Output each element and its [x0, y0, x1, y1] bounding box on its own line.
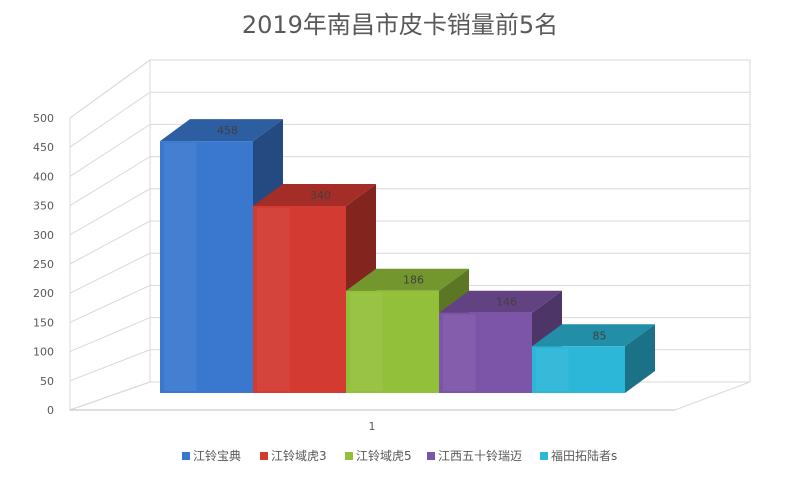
y-tick-label: 150 — [33, 316, 54, 329]
legend: 江铃宝典 江铃域虎3 江铃域虎5 江西五十铃瑞迈 福田拓陆者s — [182, 448, 617, 463]
legend-item: 江铃域虎5 — [345, 448, 412, 463]
y-tick-label: 200 — [33, 287, 54, 300]
legend-item: 江铃域虎3 — [260, 448, 327, 463]
y-tick-label: 50 — [40, 375, 54, 388]
bar-top — [532, 324, 655, 347]
gridlines — [69, 59, 750, 411]
gridline — [69, 284, 750, 323]
legend-swatch — [427, 452, 435, 460]
bar-front — [160, 141, 253, 393]
legend-item: 江铃宝典 — [182, 448, 241, 463]
legend-label: 江西五十铃瑞迈 — [438, 448, 522, 463]
data-labels: 458 340 186 146 85 — [217, 124, 607, 342]
gridline — [69, 188, 750, 236]
gridline — [69, 220, 750, 265]
legend-label: 江铃宝典 — [193, 448, 241, 463]
y-tick-label: 400 — [33, 170, 54, 183]
gridline — [69, 156, 750, 207]
data-label: 186 — [403, 274, 424, 287]
bar-highlight — [443, 314, 476, 391]
bar-front — [439, 312, 532, 393]
legend-swatch — [540, 452, 548, 460]
y-tick-label: 450 — [33, 141, 54, 154]
bar-side — [625, 324, 655, 393]
y-tick-label: 100 — [33, 346, 54, 359]
legend-label: 福田拓陆者s — [551, 448, 617, 463]
bars — [160, 119, 655, 393]
x-tick-label: 1 — [369, 420, 376, 433]
x-axis: 1 — [70, 409, 675, 433]
y-tick-label: 250 — [33, 258, 54, 271]
gridline — [69, 252, 750, 294]
data-label: 146 — [496, 296, 517, 309]
y-axis: 0 50 100 150 200 250 300 350 400 450 500 — [33, 112, 54, 417]
bar-front — [532, 346, 625, 393]
bar-top — [439, 290, 562, 313]
data-label: 340 — [310, 189, 331, 202]
y-tick-label: 0 — [47, 404, 54, 417]
legend-swatch — [260, 452, 268, 460]
side-wall — [69, 59, 151, 411]
bar-top — [346, 268, 469, 291]
data-label: 85 — [593, 329, 607, 342]
bar-highlight — [536, 348, 569, 391]
y-tick-label: 500 — [33, 112, 54, 125]
legend-item: 福田拓陆者s — [540, 448, 617, 463]
bar-highlight — [257, 208, 290, 391]
bar-front — [253, 206, 346, 393]
bar-top — [253, 184, 376, 206]
gridline — [69, 59, 750, 119]
gridline — [69, 123, 750, 177]
legend-label: 江铃域虎3 — [271, 448, 327, 463]
bar-top — [160, 119, 283, 142]
chart-title: 2019年南昌市皮卡销量前5名 — [242, 11, 558, 39]
bar-highlight — [350, 292, 383, 391]
legend-label: 江铃域虎5 — [356, 448, 412, 463]
bar-highlight — [164, 143, 197, 391]
gridline — [69, 91, 750, 148]
bar-front — [346, 290, 439, 393]
y-tick-label: 300 — [33, 229, 54, 242]
data-label: 458 — [217, 124, 238, 137]
legend-swatch — [345, 452, 353, 460]
y-tick-label: 350 — [33, 200, 54, 213]
legend-item: 江西五十铃瑞迈 — [427, 448, 522, 463]
bar — [532, 324, 655, 393]
legend-swatch — [182, 452, 190, 460]
